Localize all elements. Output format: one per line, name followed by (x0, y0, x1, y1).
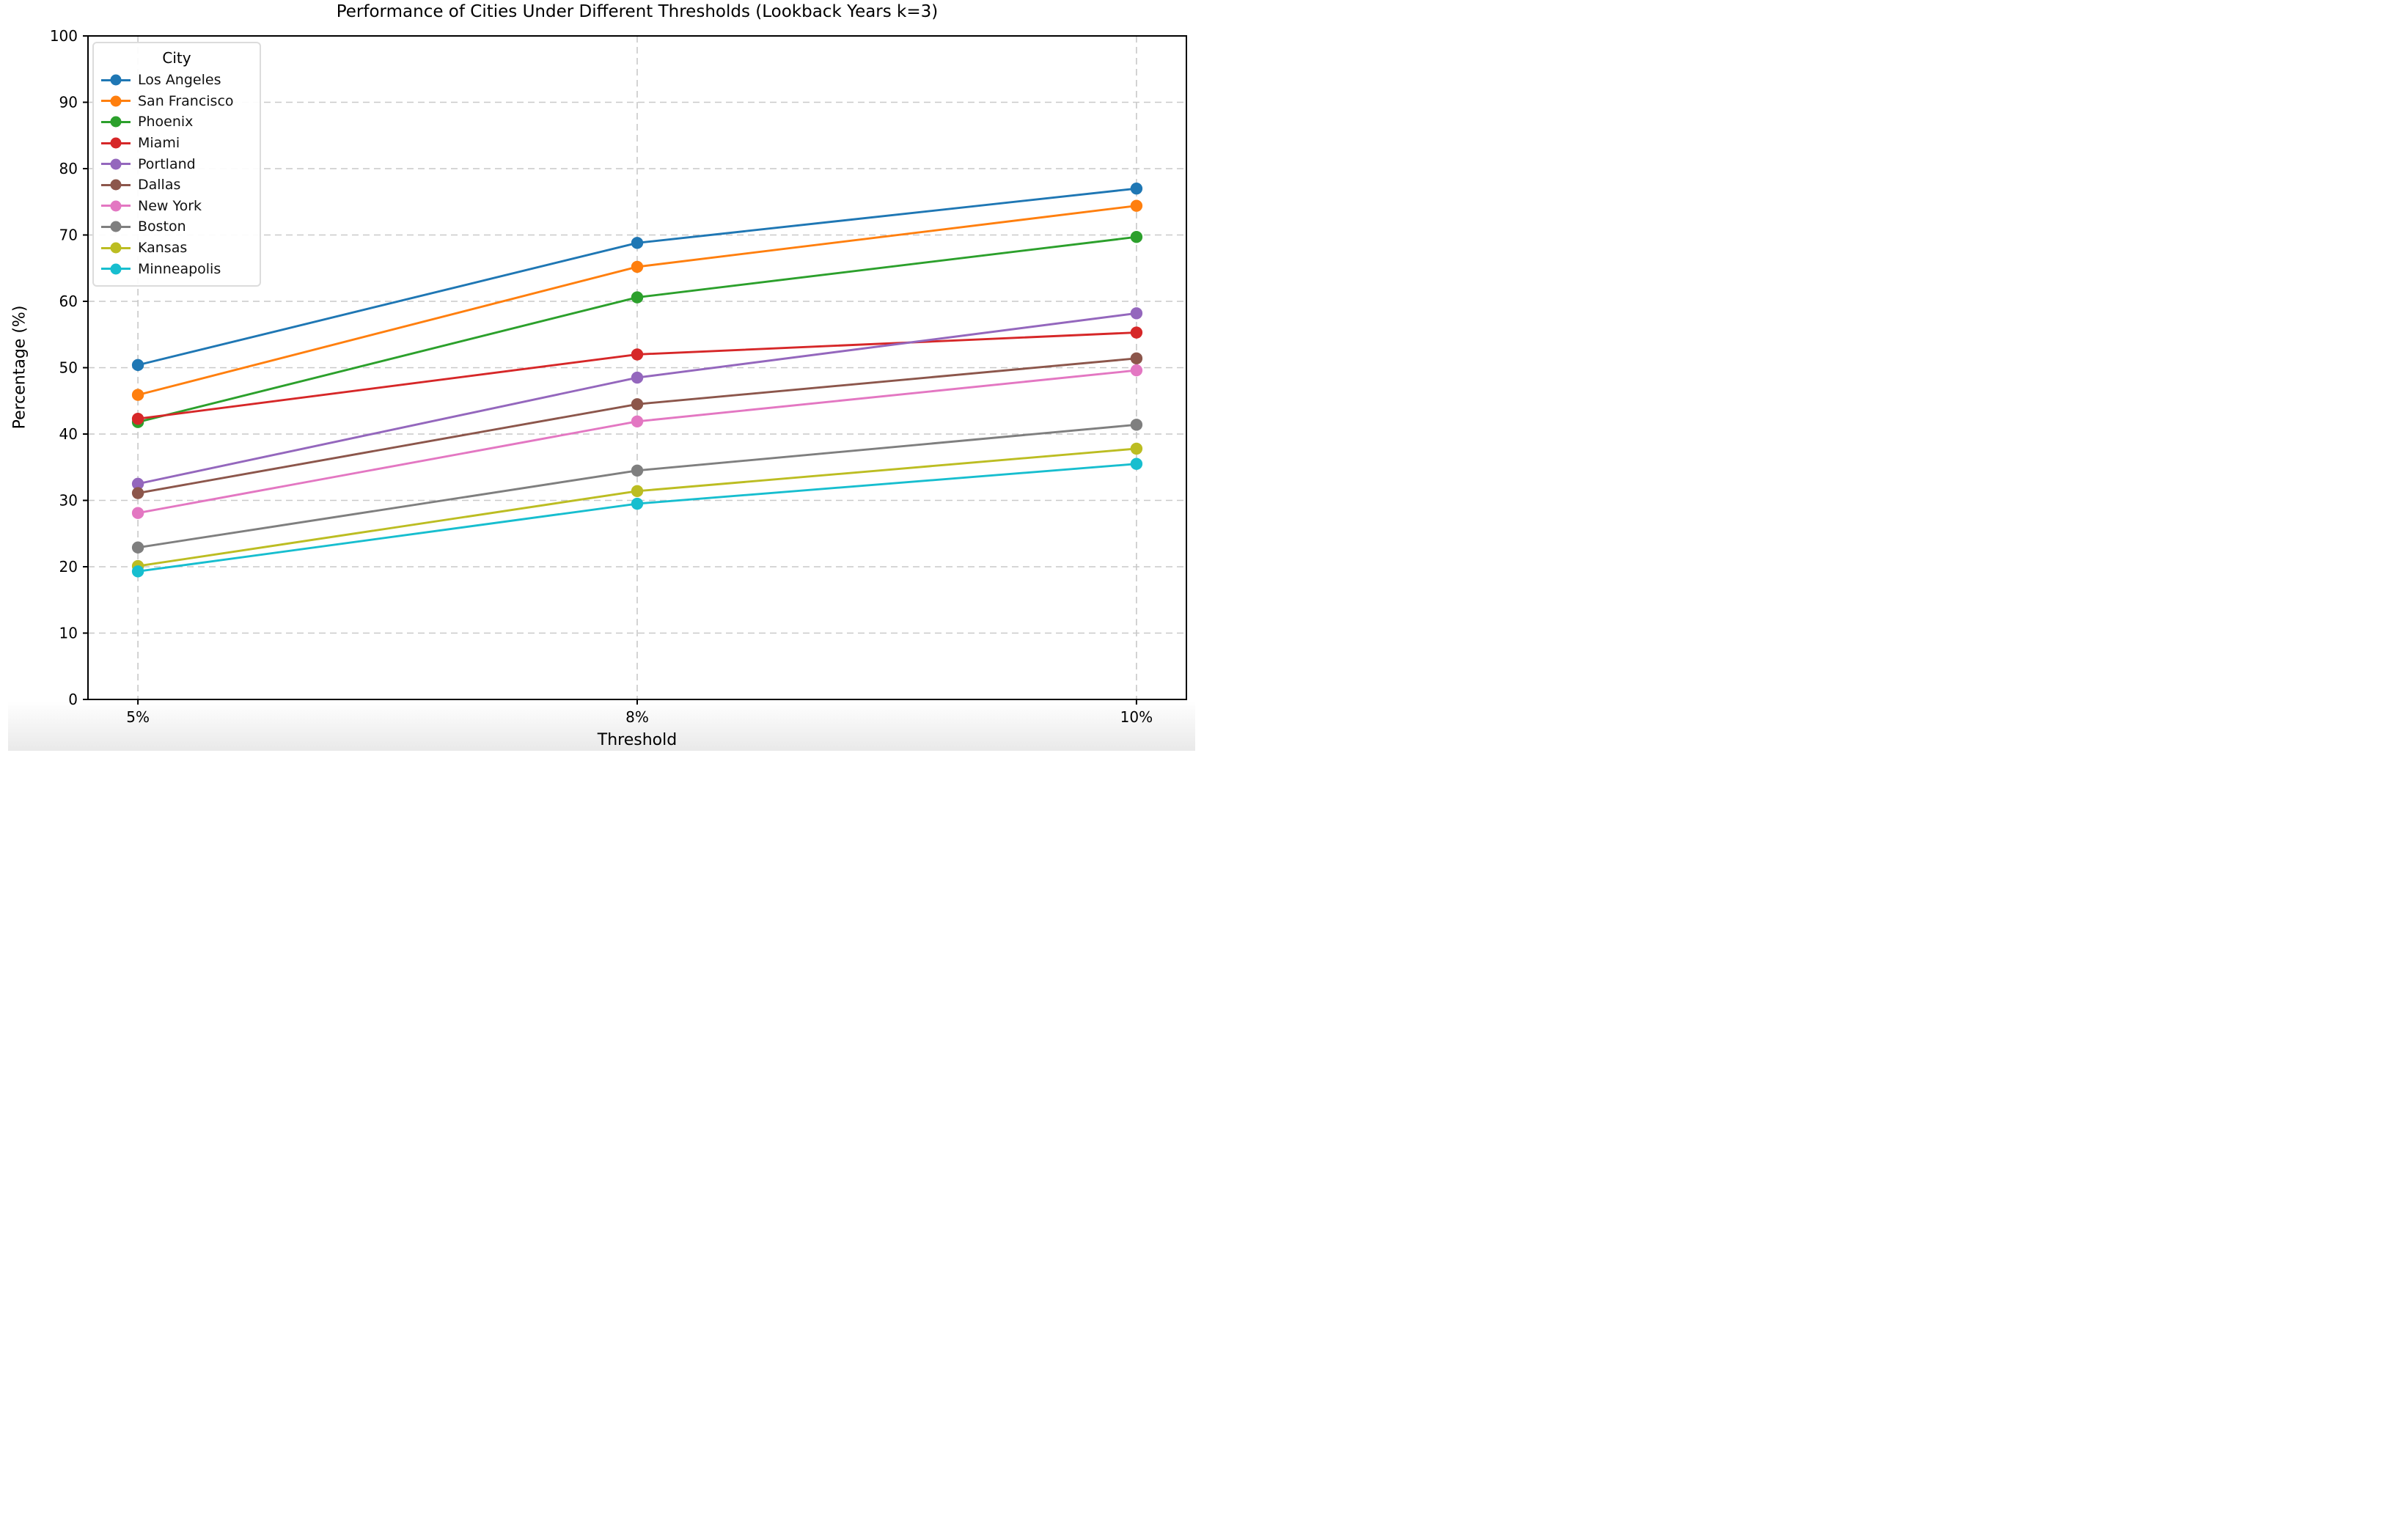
chart-title: Performance of Cities Under Different Th… (336, 2, 939, 21)
legend-line-marker (101, 179, 131, 191)
x-tick-label: 10% (1120, 708, 1153, 726)
series-point-portland (1130, 307, 1143, 320)
series-point-new-york (131, 507, 144, 519)
legend-title: City (162, 49, 191, 67)
series-point-new-york (1130, 364, 1143, 377)
legend-label: Minneapolis (138, 260, 221, 277)
y-tick-label: 40 (59, 425, 78, 443)
series-point-phoenix (1130, 231, 1143, 243)
figure-footer-shade (8, 701, 1195, 751)
series-point-minneapolis (1130, 457, 1143, 470)
y-tick-label: 80 (59, 160, 78, 177)
legend-dot-marker (110, 158, 122, 170)
legend-label: Miami (138, 135, 180, 152)
legend-dot-marker (110, 263, 122, 275)
series-point-new-york (631, 415, 644, 428)
series-point-boston (631, 464, 644, 477)
series-point-boston (131, 541, 144, 554)
figure: Performance of Cities Under Different Th… (0, 0, 1204, 762)
legend-label: New York (138, 197, 202, 214)
legend-label: San Francisco (138, 92, 234, 109)
legend-line-marker (101, 137, 131, 149)
y-tick-label: 60 (59, 293, 78, 310)
legend-dot-marker (110, 200, 122, 212)
legend-line-marker (101, 242, 131, 254)
y-tick-label: 10 (59, 625, 78, 642)
series-point-los-angeles (1130, 182, 1143, 195)
series-point-san-francisco (631, 260, 644, 273)
legend-item-portland: Portland (101, 153, 252, 174)
legend-item-kansas: Kansas (101, 238, 252, 259)
legend-item-minneapolis: Minneapolis (101, 258, 252, 279)
series-point-miami (131, 412, 144, 425)
y-tick-label: 0 (68, 691, 78, 708)
series-point-minneapolis (631, 497, 644, 510)
line-chart-plot: 0 10 20 30 40 50 60 70 80 90 100 5% 8% 10% (50, 27, 1187, 726)
legend-dot-marker (110, 221, 122, 232)
series-point-miami (631, 348, 644, 361)
y-tick-label: 30 (59, 492, 78, 510)
y-tick-label: 90 (59, 94, 78, 111)
legend-line-marker (101, 74, 131, 86)
series-point-los-angeles (631, 237, 644, 249)
legend-label: Los Angeles (138, 72, 221, 89)
series-point-dallas (631, 398, 644, 411)
series-point-minneapolis (131, 565, 144, 578)
series-point-los-angeles (131, 359, 144, 372)
legend-label: Kansas (138, 240, 188, 257)
legend-item-dallas: Dallas (101, 174, 252, 196)
legend-line-marker (101, 221, 131, 232)
legend-dot-marker (110, 116, 122, 128)
legend-line-marker (101, 200, 131, 212)
legend-dot-marker (110, 74, 122, 86)
legend-line-marker (101, 263, 131, 275)
y-tick-label: 50 (59, 359, 78, 377)
legend-items: Los Angeles San Francisco Phoenix Miami Port… (101, 70, 252, 279)
legend-label: Phoenix (138, 114, 194, 131)
series-point-kansas (1130, 442, 1143, 455)
legend-item-los-angeles: Los Angeles (101, 70, 252, 91)
y-axis-label: Percentage (%) (10, 305, 29, 430)
legend-item-phoenix: Phoenix (101, 111, 252, 133)
legend-item-miami: Miami (101, 133, 252, 154)
legend-dot-marker (110, 242, 122, 254)
series-point-kansas (631, 485, 644, 498)
x-tick-label: 8% (625, 708, 649, 726)
series-point-miami (1130, 326, 1143, 339)
legend-label: Boston (138, 218, 186, 235)
series-point-san-francisco (131, 389, 144, 401)
legend-line-marker (101, 158, 131, 170)
legend-dot-marker (110, 95, 122, 107)
legend: City Los Angeles San Francisco Phoenix Miam… (92, 42, 261, 287)
legend-item-boston: Boston (101, 216, 252, 238)
legend-item-new-york: New York (101, 196, 252, 217)
legend-line-marker (101, 95, 131, 107)
legend-line-marker (101, 116, 131, 128)
series-point-san-francisco (1130, 199, 1143, 212)
series-point-portland (131, 477, 144, 490)
x-axis-label: Threshold (597, 731, 678, 749)
x-tick-label: 5% (126, 708, 150, 726)
legend-dot-marker (110, 137, 122, 149)
y-tick-label: 100 (50, 27, 78, 45)
legend-label: Portland (138, 155, 196, 172)
legend-dot-marker (110, 179, 122, 191)
series-point-boston (1130, 419, 1143, 431)
y-tick-label: 20 (59, 558, 78, 576)
legend-label: Dallas (138, 177, 181, 194)
series-point-dallas (131, 487, 144, 499)
legend-item-san-francisco: San Francisco (101, 91, 252, 112)
series-point-phoenix (631, 291, 644, 304)
series-point-dallas (1130, 352, 1143, 365)
series-point-portland (631, 371, 644, 384)
y-tick-label: 70 (59, 227, 78, 244)
